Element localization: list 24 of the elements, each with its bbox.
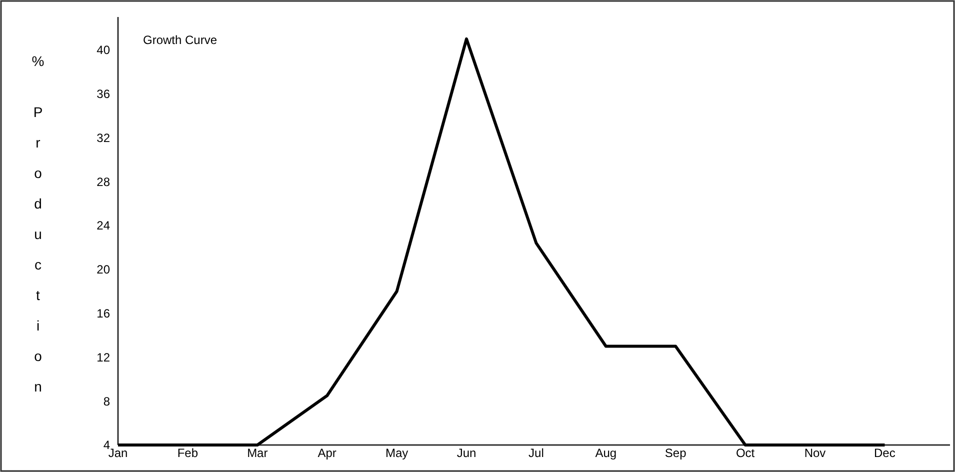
y-tick-label: 40 [96, 43, 110, 58]
x-tick-label: Sep [664, 446, 687, 460]
x-tick-label: Aug [595, 446, 617, 460]
x-tick-label: Jul [528, 446, 544, 460]
x-tick-label: Dec [874, 446, 896, 460]
y-tick-label: 16 [96, 306, 110, 321]
y-tick-label: 12 [96, 350, 110, 364]
x-tick-label: Feb [177, 446, 198, 460]
y-tick-label: 24 [96, 218, 110, 233]
x-tick-label: Oct [736, 446, 756, 460]
line-series [116, 37, 886, 446]
x-tick-label: Mar [247, 446, 268, 460]
y-tick-label: 20 [96, 262, 110, 277]
y-tick-label: 36 [96, 87, 110, 102]
x-tick-label: Apr [318, 446, 336, 460]
y-tick-label: 4 [103, 438, 110, 452]
x-tick-label: May [385, 446, 408, 460]
text: % Production [32, 53, 44, 394]
y-tick-label: 32 [96, 130, 110, 145]
text: Growth Curve [143, 33, 218, 47]
y-tick-label: 8 [103, 394, 110, 408]
y-tick-label: 28 [96, 174, 110, 189]
x-tick-label: Nov [804, 446, 826, 460]
x-tick-label: Jun [456, 446, 476, 460]
